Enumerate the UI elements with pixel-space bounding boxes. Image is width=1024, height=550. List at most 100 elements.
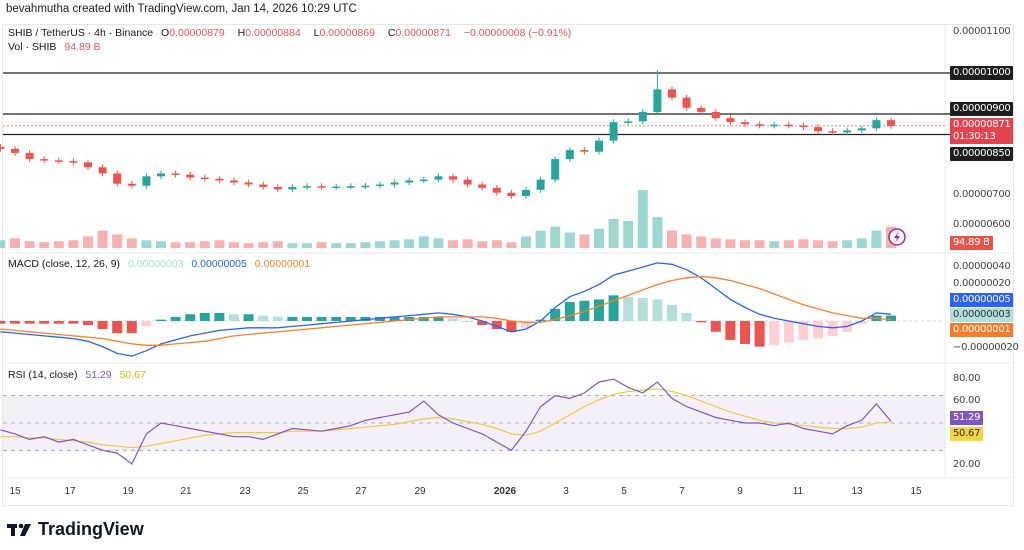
candle xyxy=(551,159,560,180)
macd-histogram-bar xyxy=(798,321,809,340)
candle xyxy=(25,152,34,160)
rsi-tick: 60.00 xyxy=(953,395,981,406)
candle xyxy=(595,140,603,152)
volume-bar xyxy=(10,238,20,248)
macd-histogram-bar xyxy=(667,304,677,321)
candle xyxy=(186,174,195,178)
symbol-info[interactable]: SHIB / TetherUS · 4h · Binance xyxy=(8,27,154,39)
candle xyxy=(784,124,793,127)
tradingview-logo-icon xyxy=(7,523,31,536)
candle xyxy=(317,186,326,188)
macd-histogram-bar xyxy=(491,321,502,330)
rsi-ma-badge: 50.67 xyxy=(950,427,984,441)
candle xyxy=(653,89,662,112)
volume-legend: Vol · SHIB 94.89 B xyxy=(8,41,106,53)
time-tick: 23 xyxy=(239,486,251,497)
candle xyxy=(157,173,165,177)
price-tick: 0.00001100 xyxy=(953,26,1011,37)
candle xyxy=(69,161,78,163)
macd-histogram-bar xyxy=(331,316,342,321)
macd-legend: MACD (close, 12, 26, 9) 0.00000003 0.000… xyxy=(8,258,315,270)
price-tick: 0.00000700 xyxy=(953,189,1011,200)
time-tick: 15 xyxy=(910,486,922,497)
candle xyxy=(171,173,180,175)
volume-bar xyxy=(68,240,79,248)
macd-histogram-bar xyxy=(375,316,385,321)
candle xyxy=(376,184,384,187)
time-tick: 17 xyxy=(64,486,76,497)
candle xyxy=(478,184,487,188)
macd-histogram-bar xyxy=(68,321,79,324)
chart-frame xyxy=(2,24,1014,506)
macd-histogram-bar xyxy=(83,321,93,326)
macd-histogram-bar xyxy=(126,321,137,334)
volume-bar xyxy=(156,241,166,248)
macd-line-value: 0.00000005 xyxy=(191,258,247,270)
candle xyxy=(624,121,633,123)
macd-histogram-bar xyxy=(594,299,604,321)
volume-bar xyxy=(637,190,648,248)
time-tick: 7 xyxy=(679,486,685,497)
candle xyxy=(142,176,151,186)
volume-bar xyxy=(856,238,867,248)
macd-histogram-bar xyxy=(287,316,298,321)
volume-bar xyxy=(448,240,458,248)
time-tick: 3 xyxy=(563,486,569,497)
candle xyxy=(726,118,735,123)
rsi-title[interactable]: RSI (14, close) xyxy=(8,369,78,381)
volume-bar xyxy=(214,240,225,248)
signal-line xyxy=(0,275,892,346)
volume-bar xyxy=(871,230,882,248)
high-value: 0.00000884 xyxy=(245,27,301,39)
volume-bar xyxy=(360,242,371,248)
macd-histogram-bar xyxy=(185,314,196,321)
tradingview-logo[interactable]: TradingView xyxy=(7,519,144,540)
volume-bar xyxy=(594,228,604,248)
candle xyxy=(492,187,501,193)
candle xyxy=(259,184,268,187)
level-label-850: 0.00000850 xyxy=(950,147,1014,161)
macd-hist-badge: 0.00000003 xyxy=(950,308,1014,322)
candle xyxy=(507,192,516,196)
macd-histogram-bar xyxy=(550,308,561,321)
macd-histogram-bar xyxy=(243,314,254,321)
macd-histogram-bar xyxy=(725,321,736,340)
symbol-legend: SHIB / TetherUS · 4h · Binance O0.000008… xyxy=(8,27,576,39)
macd-histogram-bar xyxy=(199,312,210,321)
volume-label[interactable]: Vol · SHIB xyxy=(8,41,57,53)
volume-bar xyxy=(506,242,517,248)
macd-title[interactable]: MACD (close, 12, 26, 9) xyxy=(8,258,121,270)
volume-bar xyxy=(112,234,123,248)
macd-histogram-bar xyxy=(521,321,531,328)
candle xyxy=(755,124,764,126)
macd-tick: 0.00000040 xyxy=(953,261,1011,272)
candle xyxy=(113,173,122,184)
candle xyxy=(770,124,779,127)
rsi-line xyxy=(0,378,892,465)
macd-histogram-bar xyxy=(579,300,590,321)
candle xyxy=(419,179,428,182)
volume-bar xyxy=(316,242,327,248)
macd-histogram-bar xyxy=(623,296,634,321)
candle xyxy=(565,150,574,160)
time-tick: 29 xyxy=(414,486,426,497)
candle xyxy=(741,122,749,125)
rsi-ma-line xyxy=(0,388,892,449)
candle xyxy=(390,182,399,185)
volume-bar xyxy=(229,242,239,248)
macd-histogram-bar xyxy=(112,321,123,334)
close-value: 0.00000871 xyxy=(395,27,451,39)
volume-bar xyxy=(141,240,152,248)
volume-bar xyxy=(798,239,809,248)
candle xyxy=(536,179,545,190)
volume-bar xyxy=(302,243,312,248)
macd-histogram-bar xyxy=(24,321,35,324)
macd-histogram-bar xyxy=(0,321,6,324)
volume-bar xyxy=(769,241,780,248)
macd-tick: −0.00000020 xyxy=(953,342,1019,353)
macd-hist-value: 0.00000003 xyxy=(127,258,184,270)
level-label-1000: 0.00001000 xyxy=(950,66,1014,80)
low-value: 0.00000869 xyxy=(319,27,375,39)
volume-bar xyxy=(783,240,794,248)
